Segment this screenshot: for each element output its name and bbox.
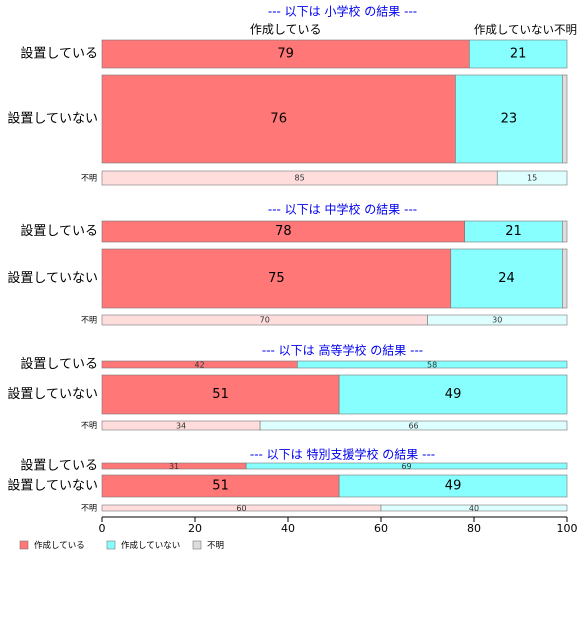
x-tick-label: 60 xyxy=(374,522,388,535)
row-label: 設置していない xyxy=(7,478,98,494)
data-label: 34 xyxy=(176,422,186,431)
data-label: 76 xyxy=(270,112,287,127)
bar-segment-remainder xyxy=(562,220,568,243)
data-label: 51 xyxy=(212,387,229,402)
data-label: 49 xyxy=(445,387,462,402)
x-tick-label: 80 xyxy=(467,522,481,535)
data-label: 49 xyxy=(445,479,462,494)
panel-title: --- 以下は 中学校 の結果 --- xyxy=(268,202,417,217)
row-label: 設置している xyxy=(20,46,98,62)
legend-label: 不明 xyxy=(207,541,224,551)
data-label: 58 xyxy=(427,361,437,370)
panel-title: --- 以下は 特別支援学校 の結果 --- xyxy=(250,447,435,462)
data-label: 66 xyxy=(408,422,418,431)
bar-segment xyxy=(296,360,568,369)
panel-title: --- 以下は 高等学校 の結果 --- xyxy=(262,343,423,358)
data-label: 31 xyxy=(169,462,179,471)
bar-segment xyxy=(469,39,568,69)
row-label: 設置していない xyxy=(7,386,98,402)
x-tick-label: 20 xyxy=(188,522,202,535)
bar-segment xyxy=(427,314,568,326)
legend-swatch xyxy=(106,540,116,550)
legend-label: 作成していない xyxy=(121,540,180,551)
data-label: 69 xyxy=(401,462,411,471)
data-label: 42 xyxy=(195,361,205,370)
row-label: 設置している xyxy=(20,223,98,239)
row-label: 不明 xyxy=(81,421,97,430)
data-label: 79 xyxy=(277,47,294,62)
bar-segment xyxy=(101,39,470,69)
panel-title: --- 以下は 小学校 の結果 --- xyxy=(268,4,417,19)
legend-swatch xyxy=(19,540,29,550)
row-label: 不明 xyxy=(81,504,97,513)
row-label: 設置している xyxy=(20,356,98,372)
data-label: 60 xyxy=(236,504,246,513)
bar-segment xyxy=(496,170,568,186)
legend-label: 作成している xyxy=(34,540,85,551)
bar-segment xyxy=(455,74,563,164)
data-label: 21 xyxy=(505,224,522,239)
data-label: 85 xyxy=(295,174,305,183)
bar-segment xyxy=(101,374,340,415)
x-tick-label: 0 xyxy=(99,522,106,535)
column-header-created: 作成している xyxy=(250,23,322,37)
bar-segment xyxy=(338,474,568,498)
data-label: 40 xyxy=(469,504,479,513)
x-tick-label: 40 xyxy=(281,522,295,535)
bar-segment xyxy=(101,248,452,309)
data-label: 70 xyxy=(260,316,270,325)
bar-segment-remainder xyxy=(562,74,568,164)
row-label: 設置していない xyxy=(7,111,98,127)
data-label: 15 xyxy=(527,174,537,183)
row-label: 不明 xyxy=(81,316,97,325)
bar-segment xyxy=(380,504,568,512)
x-tick-label: 100 xyxy=(557,522,578,535)
row-label: 不明 xyxy=(81,174,97,183)
data-label: 78 xyxy=(275,224,292,239)
bar-segment xyxy=(259,420,568,431)
bar-segment-remainder xyxy=(562,248,568,309)
row-label: 設置している xyxy=(20,458,98,474)
data-label: 30 xyxy=(492,316,502,325)
row-label: 設置していない xyxy=(7,270,98,286)
bar-segment xyxy=(245,462,568,470)
column-header-not-created-unknown: 作成していない不明 xyxy=(474,23,577,37)
legend-swatch xyxy=(192,540,202,550)
data-label: 23 xyxy=(501,112,518,127)
data-label: 51 xyxy=(212,479,229,494)
bar-segment xyxy=(338,374,568,415)
bar-segment xyxy=(101,74,456,164)
bar-segment xyxy=(450,248,563,309)
data-label: 75 xyxy=(268,271,285,286)
data-label: 24 xyxy=(498,271,515,286)
data-label: 21 xyxy=(510,47,527,62)
